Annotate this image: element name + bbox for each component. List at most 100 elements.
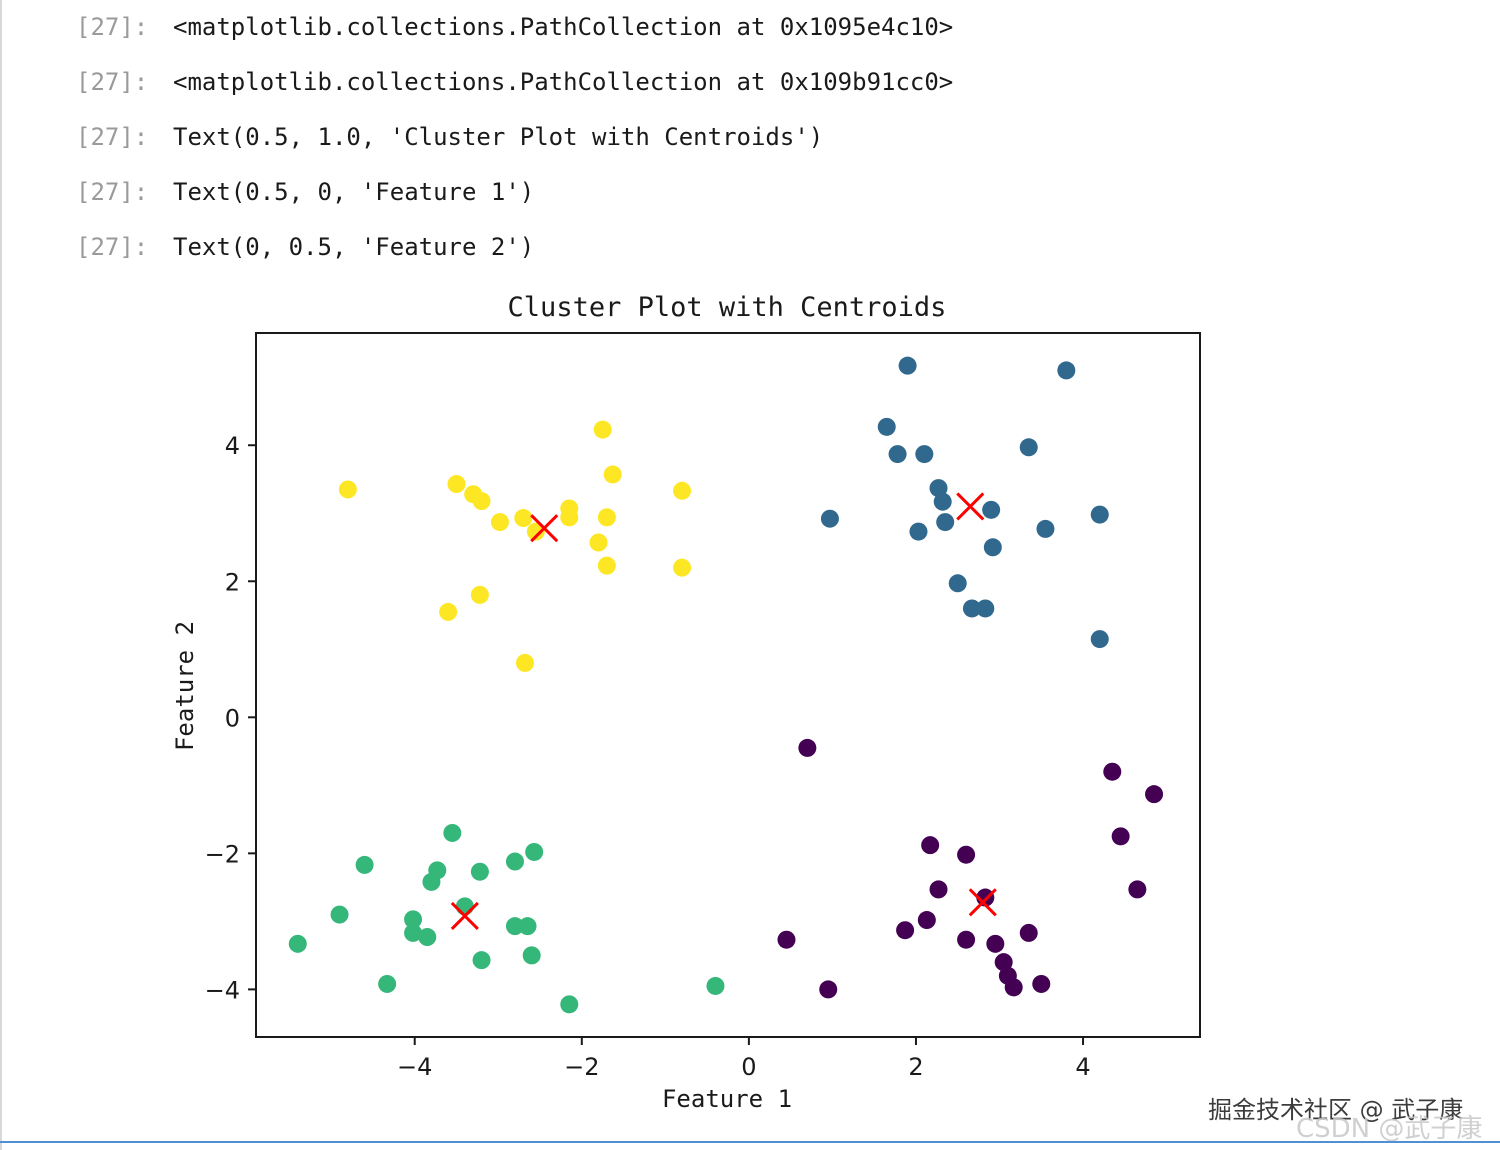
plot-frame xyxy=(255,332,1201,1038)
cell-left-border xyxy=(0,0,2,1150)
x-tick-label: 4 xyxy=(1075,1053,1090,1081)
x-tick-label: −4 xyxy=(397,1053,432,1081)
y-tick-label: −2 xyxy=(205,840,240,868)
scatter-points xyxy=(288,356,1164,1014)
scatter-point xyxy=(404,910,423,929)
scatter-point xyxy=(957,845,976,864)
scatter-point xyxy=(917,911,936,930)
scatter-point xyxy=(909,522,928,541)
x-tick-label: −2 xyxy=(564,1053,599,1081)
y-axis-label: Feature 2 xyxy=(171,621,199,751)
centroid-marker xyxy=(968,888,997,917)
scatter-point xyxy=(982,500,1001,519)
scatter-point xyxy=(515,653,534,672)
y-tick-label: 2 xyxy=(225,568,240,596)
scatter-point xyxy=(921,836,940,855)
scatter-point xyxy=(1090,630,1109,649)
scatter-point xyxy=(422,872,441,891)
scatter-point xyxy=(490,513,509,532)
x-tick-label: 0 xyxy=(741,1053,756,1081)
scatter-point xyxy=(505,852,524,871)
scatter-point xyxy=(355,855,374,874)
scatter-point xyxy=(986,934,1005,953)
scatter-point xyxy=(994,953,1013,972)
scatter-point xyxy=(1004,978,1023,997)
output-text: Text(0.5, 1.0, 'Cluster Plot with Centro… xyxy=(173,123,824,151)
scatter-point xyxy=(673,481,692,500)
output-row: [27]: Text(0.5, 1.0, 'Cluster Plot with … xyxy=(0,117,1100,157)
output-prompt: [27]: xyxy=(76,178,149,206)
scatter-point xyxy=(898,356,917,375)
scatter-point xyxy=(888,445,907,464)
centroid-marker xyxy=(530,514,559,543)
output-row: [27]: <matplotlib.collections.PathCollec… xyxy=(0,62,1100,102)
scatter-point xyxy=(455,897,474,916)
scatter-point xyxy=(560,995,579,1014)
scatter-point xyxy=(470,585,489,604)
scatter-point xyxy=(560,508,579,527)
scatter-point xyxy=(820,509,839,528)
watermark-secondary: CSDN @武子康 xyxy=(1296,1114,1483,1144)
scatter-point xyxy=(896,921,915,940)
scatter-point xyxy=(877,417,896,436)
chart-title: Cluster Plot with Centroids xyxy=(508,292,947,323)
centroid-stroke xyxy=(968,888,997,917)
x-axis-label: Feature 1 xyxy=(662,1085,792,1113)
output-row: [27]: Text(0.5, 0, 'Feature 1') xyxy=(0,172,1100,212)
scatter-point xyxy=(526,522,545,541)
scatter-point xyxy=(418,928,437,947)
scatter-point xyxy=(472,951,491,970)
output-text: Text(0.5, 0, 'Feature 1') xyxy=(173,178,535,206)
scatter-point xyxy=(288,934,307,953)
scatter-point xyxy=(472,492,491,511)
scatter-point xyxy=(1145,785,1164,804)
scatter-point xyxy=(948,574,967,593)
y-tick-label: 0 xyxy=(225,704,240,732)
centroid-markers xyxy=(450,492,997,930)
output-prompt: [27]: xyxy=(76,123,149,151)
watermark-text: 掘金技术社区 @ 武子康 xyxy=(1208,1096,1464,1124)
scatter-point xyxy=(936,513,955,532)
scatter-point xyxy=(976,599,995,618)
scatter-point xyxy=(404,923,423,942)
scatter-point xyxy=(525,842,544,861)
scatter-point xyxy=(522,946,541,965)
centroid-marker xyxy=(956,492,985,521)
scatter-point xyxy=(929,880,948,899)
scatter-point xyxy=(330,905,349,924)
output-text: <matplotlib.collections.PathCollection a… xyxy=(173,68,954,96)
scatter-point xyxy=(1111,827,1130,846)
scatter-point xyxy=(378,974,397,993)
y-tick-label: 4 xyxy=(225,432,240,460)
scatter-point xyxy=(933,492,952,511)
x-tick-label: 2 xyxy=(908,1053,923,1081)
scatter-point xyxy=(983,538,1002,557)
scatter-point xyxy=(439,602,458,621)
scatter-point xyxy=(915,445,934,464)
scatter-point xyxy=(1019,438,1038,457)
scatter-point xyxy=(1057,361,1076,380)
scatter-point xyxy=(514,509,533,528)
scatter-point xyxy=(673,558,692,577)
scatter-point xyxy=(505,917,524,936)
centroid-stroke xyxy=(956,492,985,521)
scatter-point xyxy=(706,976,725,995)
scatter-point xyxy=(777,930,796,949)
scatter-point xyxy=(1036,519,1055,538)
scatter-point xyxy=(597,508,616,527)
scatter-point xyxy=(603,465,622,484)
output-prompt: [27]: xyxy=(76,233,149,261)
centroid-stroke xyxy=(450,901,479,930)
scatter-point xyxy=(593,420,612,439)
scatter-point xyxy=(819,980,838,999)
scatter-point xyxy=(589,533,608,552)
output-text: <matplotlib.collections.PathCollection a… xyxy=(173,13,954,41)
scatter-point xyxy=(1019,923,1038,942)
scatter-point xyxy=(957,930,976,949)
scatter-point xyxy=(518,917,537,936)
scatter-point xyxy=(929,479,948,498)
scatter-point xyxy=(1090,505,1109,524)
scatter-point xyxy=(798,738,817,757)
output-prompt: [27]: xyxy=(76,68,149,96)
scatter-point xyxy=(1032,974,1051,993)
